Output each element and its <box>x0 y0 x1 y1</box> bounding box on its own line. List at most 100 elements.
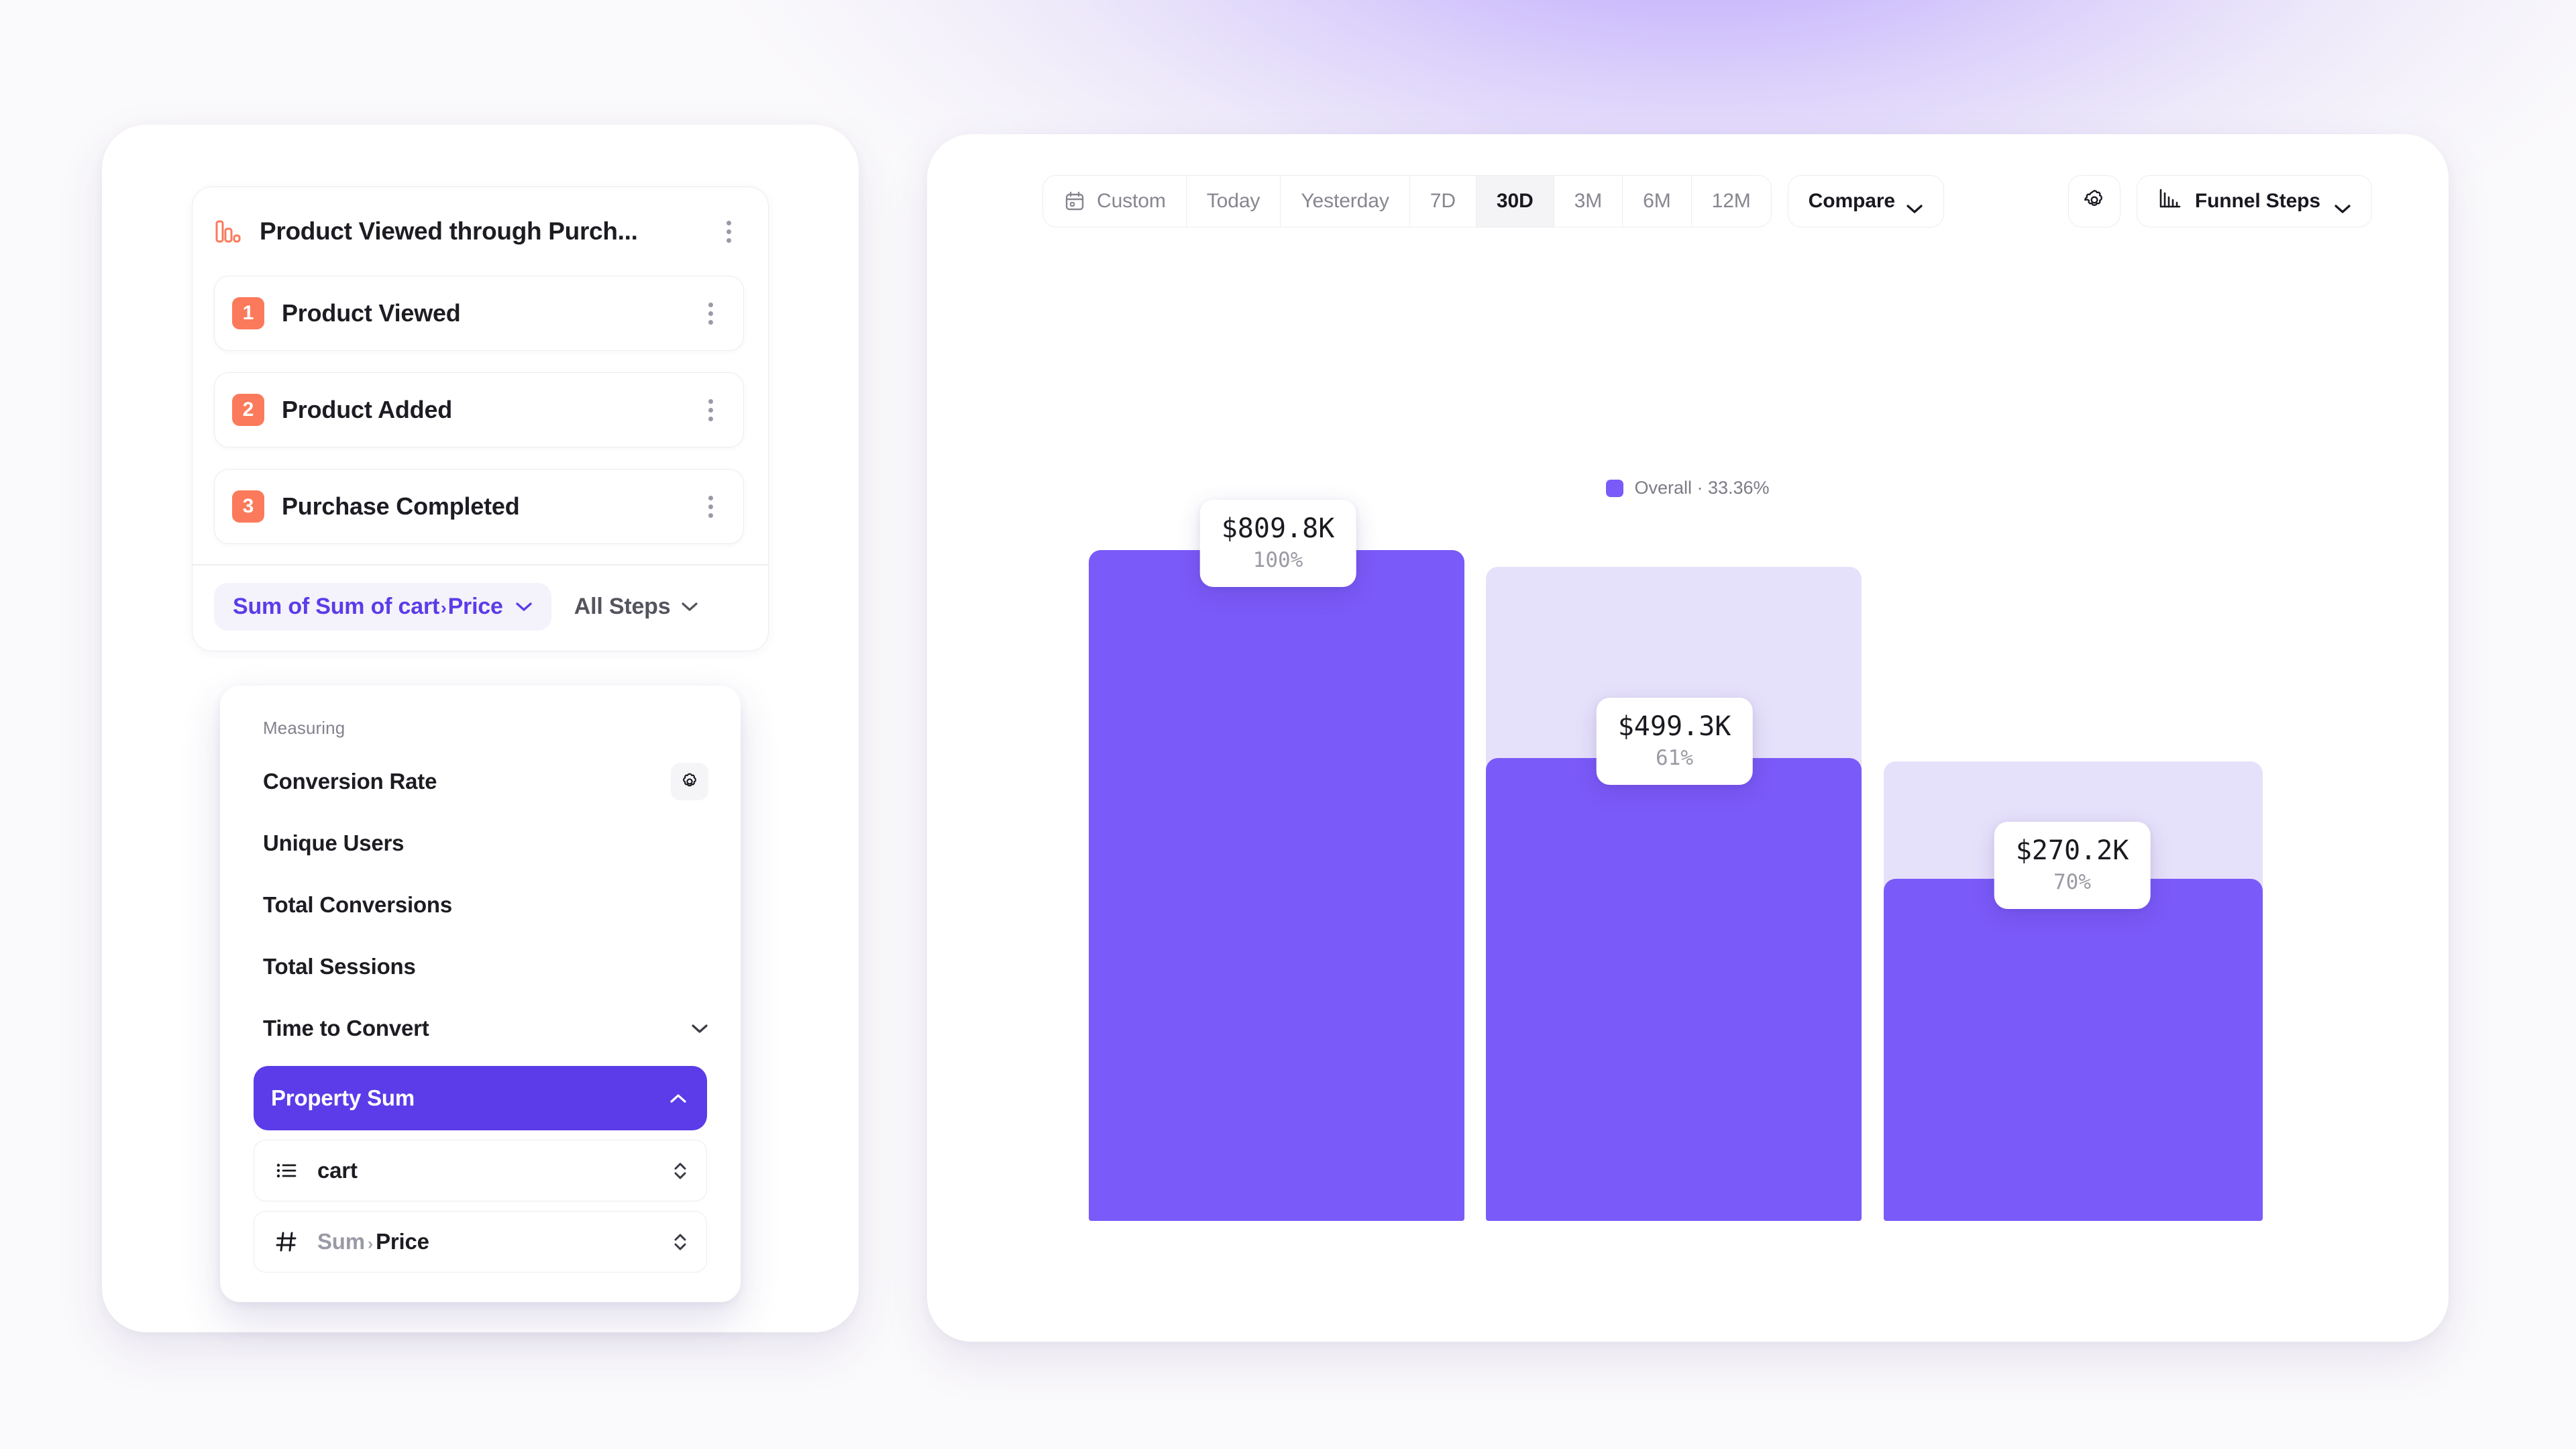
dropdown-item-label: Property Sum <box>271 1085 415 1110</box>
measure-toolbar: Sum of Sum of cart›Price All Steps <box>193 566 768 651</box>
step-menu-button[interactable] <box>695 298 726 329</box>
bar-tooltip-2: $499.3K 61% <box>1596 698 1753 785</box>
step-number-badge: 1 <box>232 297 264 329</box>
funnel-steps-list: 1 Product Viewed 2 Product Added 3 Purch… <box>193 276 768 564</box>
chart-toolbar: Custom Today Yesterday 7D 30D 3M 6M 12M … <box>927 134 2449 268</box>
funnel-card-menu-button[interactable] <box>713 216 744 247</box>
dot <box>708 302 713 307</box>
funnel-bar-chart: $809.8K 100% $499.3K 61% $270.2K 70% <box>1089 500 2290 1221</box>
funnel-steps-label: Funnel Steps <box>2194 190 2320 212</box>
bar-fill-3 <box>1884 879 2263 1221</box>
step-menu-button[interactable] <box>695 491 726 522</box>
funnel-definition-card: Product Viewed through Purch... 1 Produc… <box>192 186 769 651</box>
dot <box>708 504 713 509</box>
date-range-3m[interactable]: 3M <box>1554 176 1623 227</box>
dot <box>708 416 713 421</box>
measure-select-chip[interactable]: Sum of Sum of cart›Price <box>214 583 551 631</box>
date-range-label: Custom <box>1097 190 1166 212</box>
chevron-down-icon <box>681 602 698 612</box>
date-range-yesterday[interactable]: Yesterday <box>1281 176 1410 227</box>
step-number-badge: 2 <box>232 394 264 426</box>
chevron-down-icon <box>515 602 533 612</box>
dot <box>708 398 713 404</box>
bar-fill-2 <box>1486 758 1862 1221</box>
dropdown-item-label: Total Sessions <box>263 954 416 979</box>
bar-tooltip-3: $270.2K 70% <box>1994 822 2151 909</box>
property-object-select[interactable]: cart <box>254 1140 707 1201</box>
dot <box>726 220 731 225</box>
tooltip-value: $499.3K <box>1617 711 1731 742</box>
dropdown-item-unique-users[interactable]: Unique Users <box>220 812 741 874</box>
compare-button[interactable]: Compare <box>1787 175 1945 227</box>
dropdown-item-conversion-rate[interactable]: Conversion Rate <box>220 751 741 812</box>
date-range-today[interactable]: Today <box>1187 176 1281 227</box>
list-icon <box>273 1157 300 1184</box>
tooltip-value: $270.2K <box>2015 835 2129 866</box>
measure-dropdown-menu: Measuring Conversion Rate Unique Users T… <box>220 686 741 1302</box>
page-title: Product Viewed through Purch... <box>260 217 638 245</box>
chevron-updown-icon <box>672 1157 689 1184</box>
compare-label: Compare <box>1808 190 1896 212</box>
date-range-custom[interactable]: Custom <box>1043 176 1187 227</box>
date-range-7d[interactable]: 7D <box>1410 176 1477 227</box>
funnel-steps-button[interactable]: Funnel Steps <box>2136 175 2372 227</box>
funnel-card-header: Product Viewed through Purch... <box>193 187 768 276</box>
tooltip-percent: 61% <box>1655 746 1693 770</box>
dot <box>726 237 731 243</box>
date-range-6m[interactable]: 6M <box>1623 176 1692 227</box>
tooltip-percent: 70% <box>2053 870 2091 894</box>
step-menu-button[interactable] <box>695 394 726 425</box>
bar-chart-icon <box>2157 187 2182 215</box>
bar-group-1[interactable] <box>1089 550 1464 1221</box>
step-number-badge: 3 <box>232 490 264 523</box>
divider <box>193 564 768 566</box>
chevron-down-icon <box>1906 197 1923 213</box>
gear-icon <box>2082 188 2106 215</box>
dropdown-item-property-sum[interactable]: Property Sum <box>254 1066 707 1130</box>
property-field-select[interactable]: Sum › Price <box>254 1211 707 1273</box>
legend-swatch <box>1606 479 1624 497</box>
step-label: Product Added <box>282 396 453 423</box>
dot <box>708 311 713 316</box>
bar-fill-1 <box>1089 550 1464 1221</box>
dropdown-item-time-to-convert[interactable]: Time to Convert <box>220 998 741 1059</box>
bar-group-2[interactable] <box>1486 550 1862 1221</box>
steps-scope-label: All Steps <box>574 594 671 619</box>
dropdown-item-total-sessions[interactable]: Total Sessions <box>220 936 741 998</box>
gear-icon[interactable] <box>671 763 708 800</box>
tooltip-value: $809.8K <box>1221 513 1335 544</box>
chevron-up-icon <box>669 1093 687 1104</box>
dot <box>708 407 713 413</box>
dot <box>708 513 713 518</box>
calendar-icon <box>1063 190 1086 213</box>
measure-chip-label: Sum of Sum of cart›Price <box>233 594 503 619</box>
dropdown-item-label: Total Conversions <box>263 892 453 917</box>
funnel-step-3[interactable]: 3 Purchase Completed <box>214 469 744 544</box>
chevron-down-icon <box>2334 197 2351 213</box>
dropdown-item-label: Conversion Rate <box>263 769 437 794</box>
property-field-value: Sum › Price <box>317 1229 429 1254</box>
funnel-step-2[interactable]: 2 Product Added <box>214 372 744 447</box>
step-label: Product Viewed <box>282 299 461 327</box>
step-label: Purchase Completed <box>282 492 520 520</box>
hash-icon <box>273 1228 300 1255</box>
bar-tooltip-1: $809.8K 100% <box>1199 500 1356 587</box>
bar-chart-icon <box>214 217 242 246</box>
dropdown-section-label: Measuring <box>263 718 345 738</box>
bar-group-3[interactable] <box>1884 550 2263 1221</box>
dropdown-item-total-conversions[interactable]: Total Conversions <box>220 874 741 936</box>
funnel-step-1[interactable]: 1 Product Viewed <box>214 276 744 351</box>
dot <box>726 229 731 234</box>
dot <box>708 319 713 325</box>
toolbar-actions: Funnel Steps <box>2068 175 2372 227</box>
date-range-30d[interactable]: 30D <box>1476 176 1554 227</box>
date-range-12m[interactable]: 12M <box>1711 190 1751 212</box>
dot <box>708 495 713 500</box>
chart-settings-button[interactable] <box>2068 175 2121 227</box>
chevron-down-icon <box>691 1024 708 1034</box>
steps-scope-select[interactable]: All Steps <box>558 583 715 631</box>
date-range-segmented-control: Custom Today Yesterday 7D 30D 3M 6M 12M <box>1042 175 1772 227</box>
dropdown-item-label: Unique Users <box>263 830 405 855</box>
property-object-value: cart <box>317 1158 358 1183</box>
tooltip-percent: 100% <box>1252 548 1303 572</box>
